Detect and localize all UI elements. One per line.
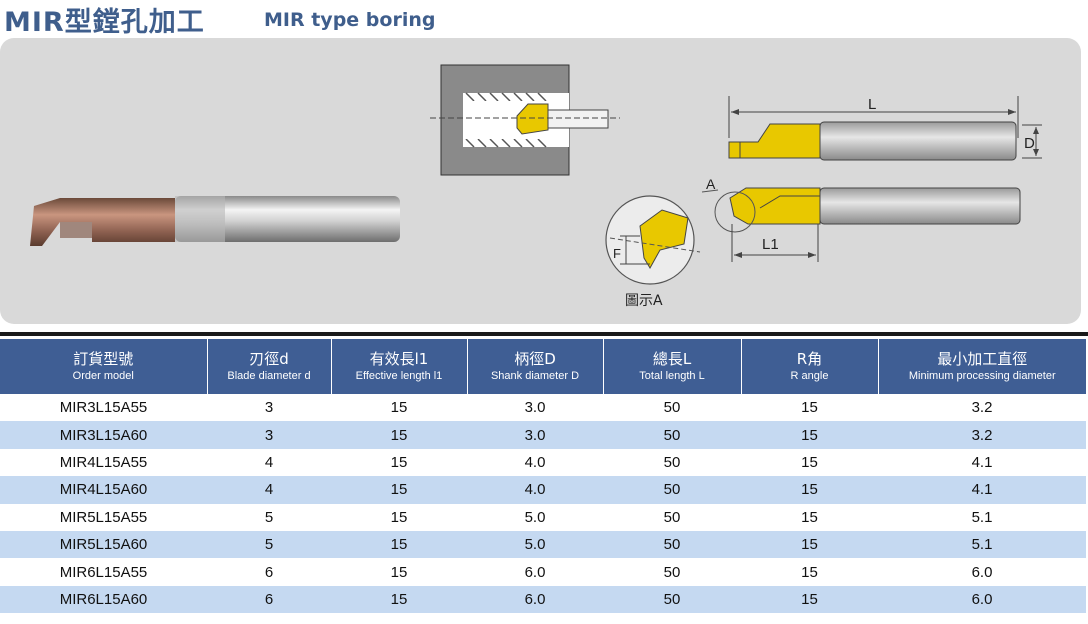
- table-cell: 6: [207, 558, 331, 586]
- table-cell: 50: [603, 503, 741, 531]
- label-f: F: [613, 246, 621, 261]
- table-cell: 50: [603, 558, 741, 586]
- table-cell: 4: [207, 476, 331, 504]
- workpiece-section: [430, 64, 620, 176]
- detail-view-a: [605, 189, 719, 285]
- table-cell: 6: [207, 585, 331, 614]
- table-cell: 4.0: [467, 476, 603, 504]
- table-row: MIR5L15A60 5 15 5.0 50 15 5.1: [0, 530, 1086, 559]
- table-cell: MIR4L15A55: [0, 448, 207, 477]
- table-cell: 6.0: [878, 585, 1086, 614]
- label-shank-diameter: D: [1024, 135, 1035, 152]
- table-cell: MIR3L15A60: [0, 421, 207, 449]
- table-row: MIR3L15A55 3 15 3.0 50 15 3.2: [0, 394, 1086, 422]
- table-cell: 6.0: [467, 558, 603, 586]
- table-cell: MIR5L15A55: [0, 503, 207, 531]
- table-row: MIR6L15A55 6 15 6.0 50 15 6.0: [0, 558, 1086, 586]
- table-cell: 5.1: [878, 530, 1086, 559]
- table-cell: 3: [207, 394, 331, 422]
- table-cell: 4: [207, 448, 331, 477]
- table-cell: 6.0: [878, 558, 1086, 586]
- table-cell: 15: [741, 476, 878, 504]
- table-row: MIR4L15A60 4 15 4.0 50 15 4.1: [0, 476, 1086, 504]
- table-cell: 15: [741, 558, 878, 586]
- table-cell: 15: [331, 476, 467, 504]
- table-cell: 15: [741, 394, 878, 422]
- table-row: MIR3L15A60 3 15 3.0 50 15 3.2: [0, 421, 1086, 449]
- header-order-model: 訂貨型號 Order model: [0, 339, 207, 394]
- table-cell: MIR3L15A55: [0, 394, 207, 422]
- table-cell: 5: [207, 530, 331, 559]
- header-effective-length: 有效長l1 Effective length l1: [330, 339, 467, 394]
- table-cell: 3.2: [878, 421, 1086, 449]
- table-cell: 4.1: [878, 448, 1086, 477]
- label-total-length: L: [868, 96, 876, 113]
- label-effective-length: L1: [762, 236, 779, 253]
- table-cell: 50: [603, 448, 741, 477]
- table-cell: 50: [603, 421, 741, 449]
- table-cell: MIR4L15A60: [0, 476, 207, 504]
- table-row: MIR6L15A60 6 15 6.0 50 15 6.0: [0, 585, 1086, 614]
- tool-diagram: L D A L1 F 圖示A: [30, 64, 1042, 309]
- table-cell: 15: [741, 585, 878, 614]
- table-cell: 15: [741, 421, 878, 449]
- table-cell: MIR6L15A60: [0, 585, 207, 614]
- table-cell: 15: [331, 448, 467, 477]
- header-total-length: 總長L Total length L: [602, 339, 741, 394]
- table-cell: 50: [603, 476, 741, 504]
- table-cell: 3.0: [467, 394, 603, 422]
- table-cell: 3.2: [878, 394, 1086, 422]
- page-title: MIR型鏜孔加工: [4, 7, 205, 38]
- table-cell: 15: [331, 503, 467, 531]
- header-r-angle: R角 R angle: [740, 339, 878, 394]
- table-cell: 15: [331, 421, 467, 449]
- label-detail-a: A: [706, 176, 716, 192]
- header-shank-diameter: 柄徑D Shank diameter D: [466, 339, 603, 394]
- table-cell: MIR5L15A60: [0, 530, 207, 559]
- table-cell: 15: [331, 530, 467, 559]
- table-cell: 50: [603, 585, 741, 614]
- spec-table: 訂貨型號 Order model 刃徑d Blade diameter d 有效長l…: [0, 339, 1086, 614]
- table-cell: 3.0: [467, 421, 603, 449]
- tool-top-view: [728, 96, 1042, 161]
- label-detail-caption: 圖示A: [625, 293, 663, 309]
- table-header-row: 訂貨型號 Order model 刃徑d Blade diameter d 有效長l…: [0, 339, 1086, 394]
- table-cell: 3: [207, 421, 331, 449]
- table-cell: 15: [331, 394, 467, 422]
- table-cell: 15: [741, 503, 878, 531]
- table-cell: 5.0: [467, 530, 603, 559]
- table-cell: 15: [331, 558, 467, 586]
- table-cell: 15: [741, 530, 878, 559]
- diagram-panel: L D A L1 F 圖示A: [0, 38, 1081, 324]
- table-cell: 6.0: [467, 585, 603, 614]
- tool-side-view: [714, 187, 1021, 262]
- table-cell: 5.0: [467, 503, 603, 531]
- tool-photo: [30, 196, 400, 246]
- table-row: MIR5L15A55 5 15 5.0 50 15 5.1: [0, 503, 1086, 531]
- table-cell: 15: [741, 448, 878, 477]
- table-cell: 50: [603, 394, 741, 422]
- table-cell: 5: [207, 503, 331, 531]
- page-subtitle: MIR type boring: [264, 9, 436, 31]
- table-row: MIR4L15A55 4 15 4.0 50 15 4.1: [0, 448, 1086, 477]
- section-divider: [0, 332, 1088, 336]
- table-cell: 50: [603, 530, 741, 559]
- table-cell: 4.1: [878, 476, 1086, 504]
- table-cell: 15: [331, 585, 467, 614]
- header-min-diameter: 最小加工直徑 Minimum processing diameter: [877, 339, 1086, 394]
- table-cell: 4.0: [467, 448, 603, 477]
- table-cell: 5.1: [878, 503, 1086, 531]
- header-blade-diameter: 刃徑d Blade diameter d: [206, 339, 331, 394]
- table-cell: MIR6L15A55: [0, 558, 207, 586]
